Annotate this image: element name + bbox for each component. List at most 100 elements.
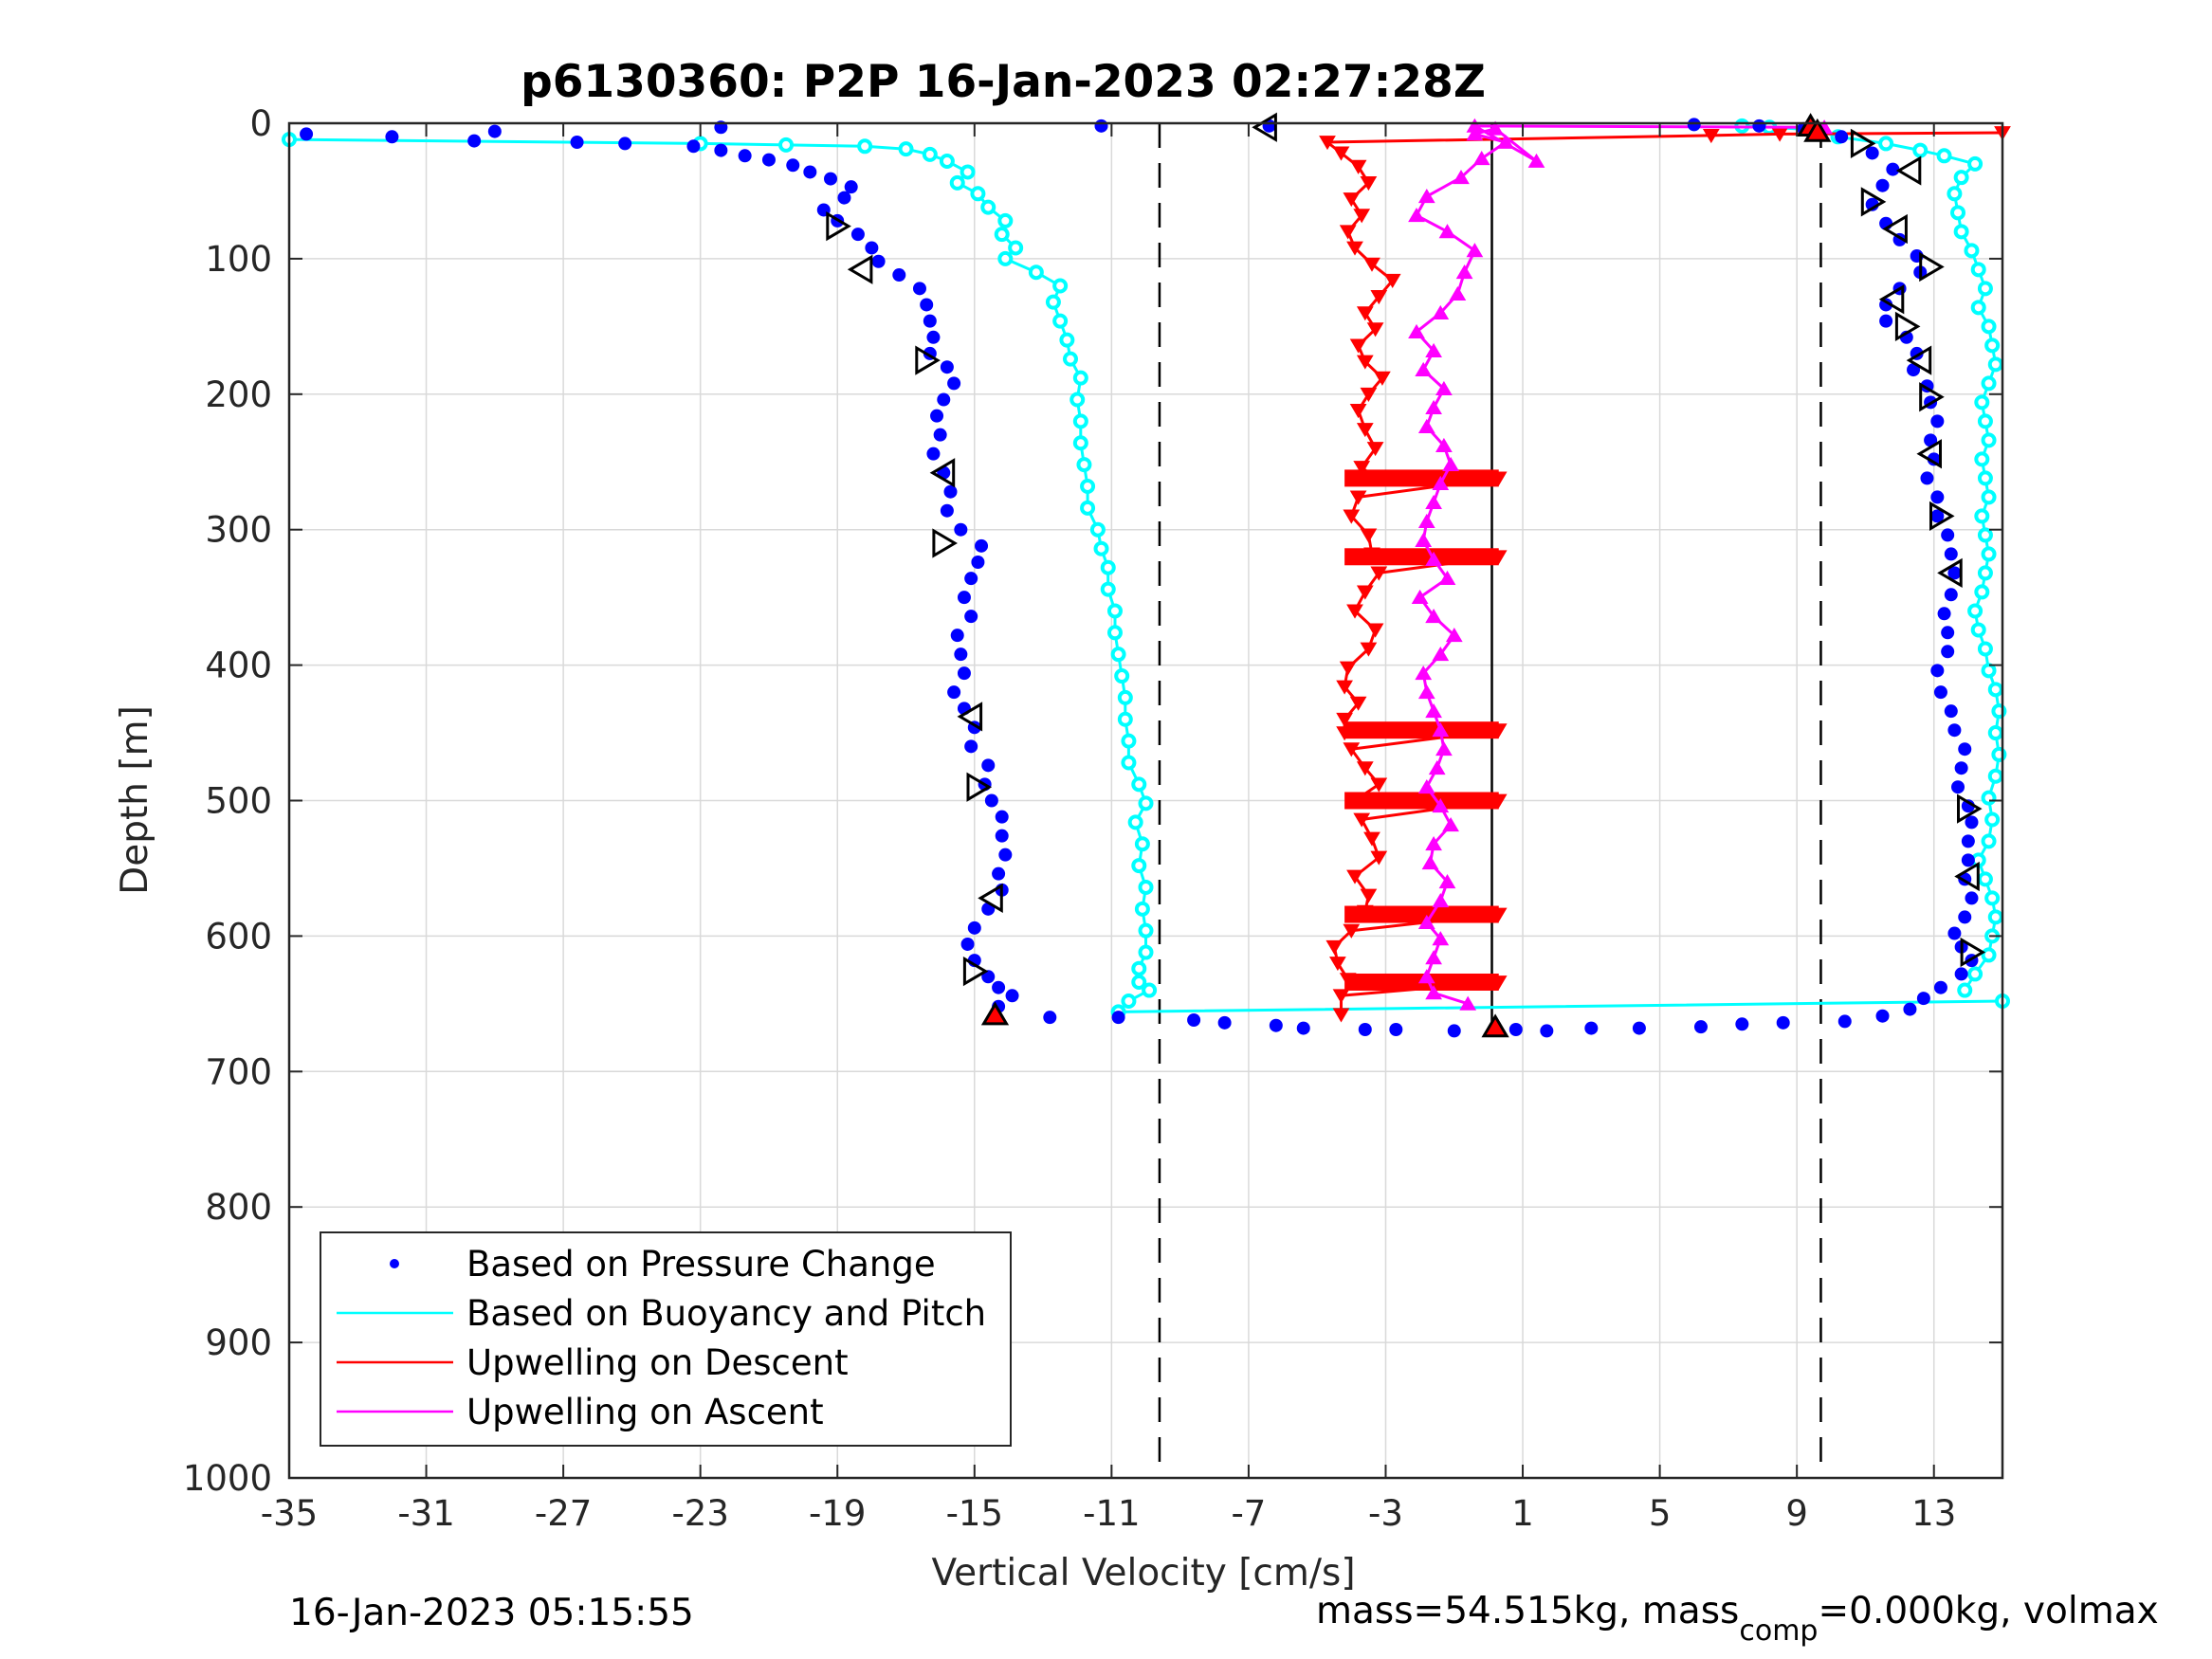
buoyancy-pitch-point bbox=[1957, 982, 1973, 998]
pressure-change-point bbox=[940, 503, 954, 518]
upwelling-ascent-point bbox=[1442, 817, 1459, 832]
legend-swatch-dot bbox=[390, 1259, 399, 1268]
upwelling-ascent-point bbox=[1408, 208, 1425, 223]
upwelling-ascent-point bbox=[1432, 475, 1450, 490]
pressure-change-point bbox=[1584, 1021, 1599, 1035]
upwelling-ascent-point bbox=[1432, 304, 1450, 319]
buoyancy-pitch-point bbox=[1947, 186, 1963, 202]
buoyancy-pitch-point bbox=[1106, 625, 1123, 641]
pressure-change-point bbox=[1930, 509, 1945, 523]
upwelling-descent-band bbox=[1344, 721, 1499, 739]
reference-arrow-marker bbox=[1960, 937, 1986, 968]
buoyancy-pitch-point bbox=[997, 212, 1014, 228]
pressure-change-point bbox=[1879, 314, 1893, 328]
buoyancy-pitch-point bbox=[1974, 451, 1990, 467]
buoyancy-pitch-point bbox=[1093, 540, 1109, 556]
reference-arrow-marker bbox=[929, 458, 956, 488]
upwelling-ascent-point bbox=[1497, 134, 1514, 149]
pressure-change-point bbox=[1447, 1024, 1461, 1038]
pressure-change-point bbox=[1958, 742, 1972, 757]
buoyancy-pitch-point bbox=[1059, 332, 1075, 348]
pressure-change-point bbox=[957, 591, 971, 605]
y-tick-label: 600 bbox=[205, 916, 272, 957]
legend-label: Based on Pressure Change bbox=[466, 1244, 936, 1285]
upwelling-descent-point bbox=[1360, 888, 1378, 903]
upwelling-descent-point bbox=[1343, 192, 1361, 208]
upwelling-descent-point bbox=[1346, 869, 1363, 884]
pressure-change-point bbox=[865, 241, 879, 255]
reference-arrow-marker bbox=[1937, 557, 1963, 589]
x-tick-label: 9 bbox=[1785, 1493, 1808, 1534]
buoyancy-pitch-point bbox=[1984, 811, 2001, 828]
buoyancy-pitch-point bbox=[1138, 795, 1154, 811]
upwelling-descent-point bbox=[1343, 509, 1361, 524]
pressure-change-point bbox=[1916, 992, 1930, 1006]
buoyancy-pitch-point bbox=[1110, 647, 1126, 663]
x-tick-label: -19 bbox=[809, 1493, 866, 1534]
pressure-change-point bbox=[1933, 685, 1947, 700]
pressure-change-point bbox=[984, 793, 998, 808]
upwelling-ascent-point bbox=[1417, 684, 1435, 700]
reference-arrow-marker bbox=[962, 956, 989, 987]
buoyancy-pitch-point bbox=[1984, 890, 2001, 906]
reference-arrow-marker bbox=[915, 345, 941, 375]
reference-arrow-marker bbox=[966, 772, 993, 802]
buoyancy-pitch-point bbox=[1106, 603, 1123, 619]
pressure-change-point bbox=[975, 538, 989, 553]
pressure-change-point bbox=[850, 228, 865, 242]
buoyancy-pitch-point bbox=[1131, 858, 1147, 874]
buoyancy-pitch-point bbox=[1974, 584, 1990, 600]
buoyancy-pitch-point bbox=[1069, 392, 1086, 408]
x-axis-ticks: -35 -31 -27 -23 -19 -15 -11 -7 -3 1 5 9 13 bbox=[261, 123, 1956, 1534]
upwelling-ascent-point bbox=[1453, 170, 1470, 185]
pressure-change-point bbox=[1954, 761, 1968, 775]
pressure-change-point bbox=[937, 392, 951, 407]
pressure-change-point bbox=[995, 810, 1009, 824]
pressure-change-point bbox=[964, 610, 978, 624]
upwelling-descent-point bbox=[1349, 159, 1367, 174]
pressure-change-point bbox=[947, 685, 961, 700]
pressure-change-point bbox=[950, 629, 964, 643]
pressure-change-point bbox=[967, 921, 981, 935]
buoyancy-pitch-point bbox=[1974, 508, 1990, 524]
upwelling-descent-point bbox=[1346, 241, 1363, 256]
upwelling-ascent-point bbox=[1408, 323, 1425, 338]
buoyancy-pitch-point bbox=[1981, 790, 1997, 806]
buoyancy-pitch-point bbox=[1138, 922, 1154, 939]
upwelling-descent-point bbox=[1356, 355, 1374, 370]
upwelling-descent-band bbox=[1344, 548, 1499, 566]
upwelling-descent-point bbox=[1360, 528, 1378, 543]
buoyancy-pitch-point bbox=[1967, 966, 1983, 982]
upwelling-ascent-point bbox=[1438, 874, 1456, 889]
buoyancy-pitch-point bbox=[1121, 993, 1137, 1009]
upwelling-ascent-point bbox=[1425, 494, 1442, 509]
buoyancy-pitch-point bbox=[1072, 370, 1088, 386]
upwelling-ascent-point bbox=[1438, 224, 1456, 239]
upwelling-ascent-point bbox=[1472, 151, 1490, 166]
upwelling-descent-point bbox=[1346, 604, 1363, 619]
reference-arrow-marker bbox=[847, 254, 873, 284]
pressure-change-point bbox=[971, 555, 985, 569]
buoyancy-pitch-point bbox=[970, 186, 986, 202]
pressure-change-point bbox=[1965, 815, 1979, 830]
buoyancy-pitch-point bbox=[1127, 814, 1143, 830]
pressure-change-point bbox=[467, 134, 482, 148]
pressure-change-point bbox=[920, 298, 934, 312]
pressure-change-point bbox=[1947, 723, 1962, 738]
x-tick-label: -7 bbox=[1231, 1493, 1266, 1534]
pressure-change-point bbox=[1930, 490, 1945, 504]
buoyancy-pitch-point bbox=[1977, 871, 1993, 887]
reference-arrow-marker bbox=[978, 883, 1003, 914]
buoyancy-pitch-point bbox=[1072, 413, 1088, 429]
buoyancy-pitch-point bbox=[994, 227, 1010, 243]
upwelling-ascent-point bbox=[1417, 914, 1435, 929]
upwelling-ascent-point bbox=[1417, 189, 1435, 204]
pressure-change-point bbox=[954, 522, 968, 537]
upwelling-descent-point bbox=[1336, 680, 1353, 695]
buoyancy-pitch-point bbox=[1134, 836, 1150, 852]
reference-arrow-marker bbox=[1919, 251, 1945, 283]
buoyancy-pitch-point bbox=[1138, 879, 1154, 895]
upwelling-descent-point bbox=[1366, 623, 1384, 638]
pressure-change-point bbox=[385, 130, 399, 144]
